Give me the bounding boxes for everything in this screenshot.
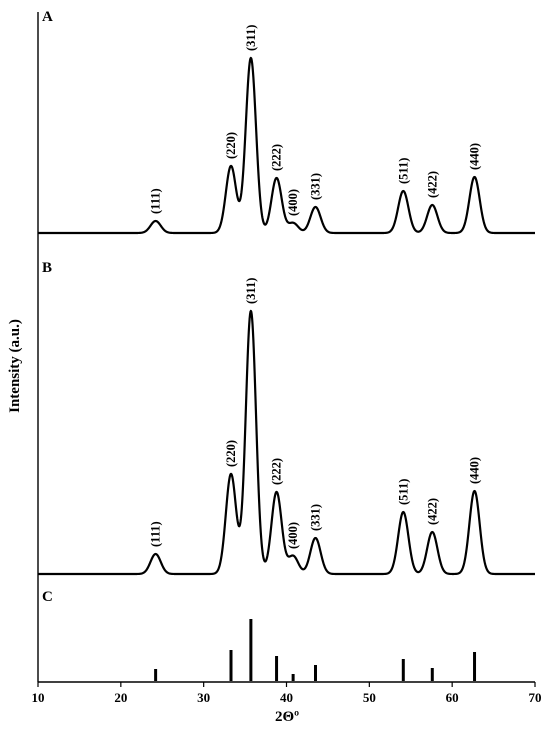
peak-label: (222) [270, 458, 284, 485]
x-tick-label: 50 [363, 690, 376, 705]
peak-label: (440) [468, 457, 482, 484]
x-axis-title: 2Θº [275, 709, 299, 725]
x-tick-label: 20 [114, 690, 127, 705]
panel-c: C [42, 589, 477, 681]
x-tick-label: 30 [197, 690, 210, 705]
peak-label: (311) [244, 278, 258, 304]
xrd-pattern-line [37, 309, 536, 576]
x-tick-label: 10 [32, 690, 45, 705]
x-tick-label: 70 [529, 690, 542, 705]
panel-label: C [42, 589, 53, 605]
panel-a: A (111) (220) (311) (222) (400) (331) (511) (422… [37, 9, 536, 235]
peak-label: (220) [224, 440, 238, 467]
peak-label: (220) [224, 132, 238, 159]
peak-label: (111) [149, 188, 163, 214]
panel-label: A [42, 9, 53, 25]
peak-label: (400) [286, 189, 300, 216]
peak-label: (422) [425, 498, 439, 525]
x-tick-label: 40 [280, 690, 293, 705]
peak-label: (400) [286, 522, 300, 549]
peak-label: (331) [308, 173, 322, 200]
panel-b: B (111) (220) (311) (222) (400) (331) (511) (422… [37, 260, 536, 576]
peak-label: (511) [396, 479, 410, 505]
peak-label: (311) [244, 25, 258, 51]
xrd-pattern-line [37, 56, 536, 235]
peak-label: (422) [425, 171, 439, 198]
peak-label: (440) [468, 143, 482, 170]
x-axis-ticks: 10 20 30 40 50 60 70 [32, 682, 542, 705]
peak-label: (222) [270, 144, 284, 171]
x-tick-label: 60 [446, 690, 459, 705]
panel-label: B [42, 260, 52, 276]
peak-label: (331) [308, 504, 322, 531]
peak-label: (111) [149, 521, 163, 547]
chart-panels: A (111) (220) (311) (222) (400) (331) (511) (422… [37, 9, 536, 681]
y-axis-title: Intensity (a.u.) [7, 319, 23, 413]
peak-label: (511) [396, 158, 410, 184]
